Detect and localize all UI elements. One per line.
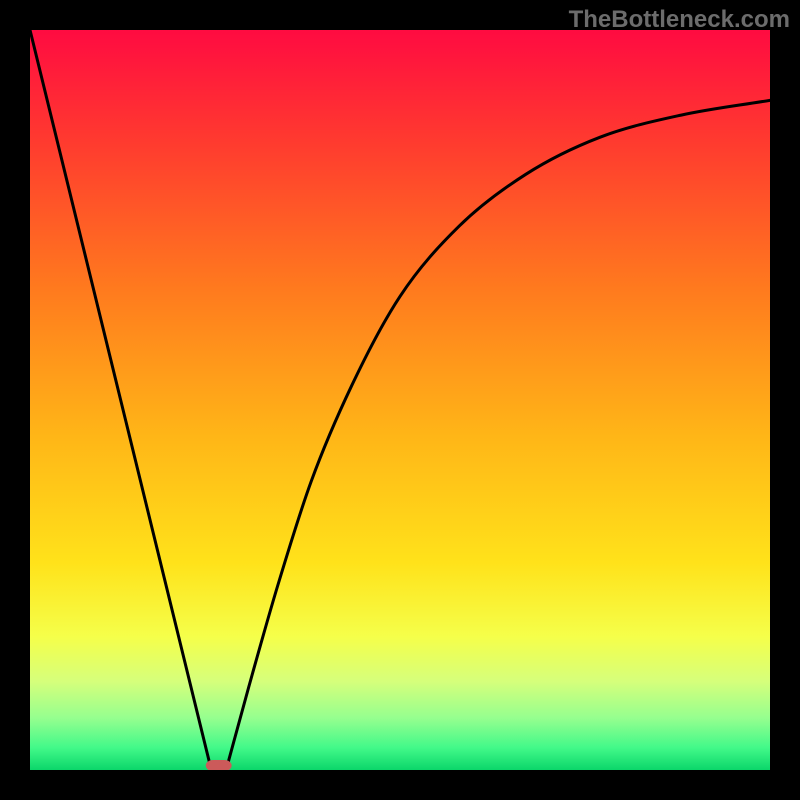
minimum-marker xyxy=(206,760,232,770)
chart-container: TheBottleneck.com xyxy=(0,0,800,800)
gradient-background xyxy=(30,30,770,770)
bottleneck-chart xyxy=(30,30,770,770)
watermark-text: TheBottleneck.com xyxy=(569,6,790,34)
